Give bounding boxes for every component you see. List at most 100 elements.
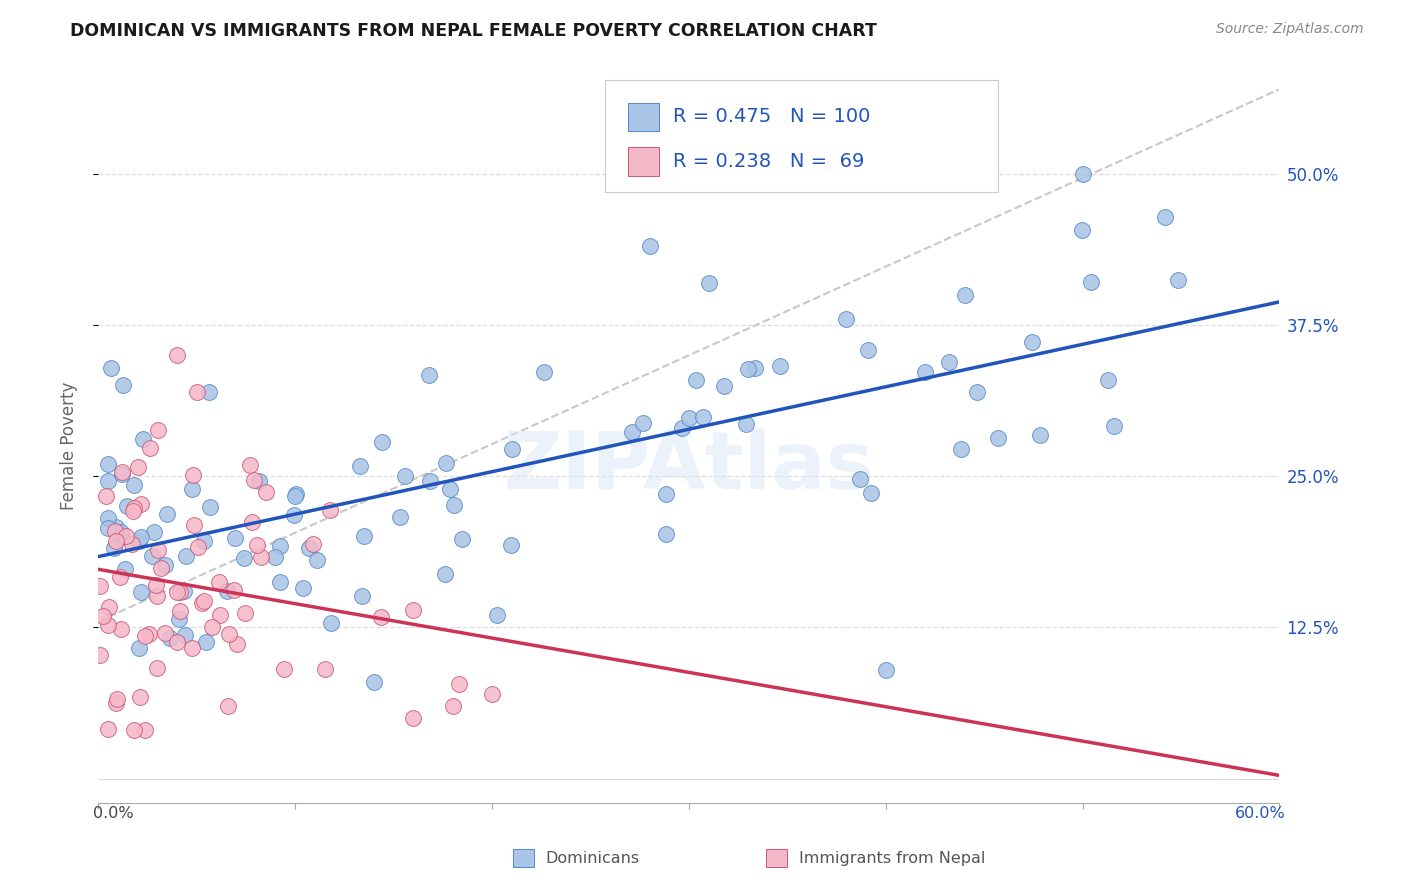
Point <box>363 674 385 689</box>
Point <box>111 530 134 544</box>
Point <box>394 468 416 483</box>
Point <box>121 537 143 551</box>
Point <box>655 486 678 500</box>
Point <box>97 521 120 535</box>
Point <box>134 723 156 738</box>
Point <box>250 549 273 564</box>
Text: Dominicans: Dominicans <box>546 851 640 865</box>
Point <box>104 533 127 548</box>
Point <box>173 584 195 599</box>
Text: R = 0.475   N = 100: R = 0.475 N = 100 <box>673 107 870 127</box>
Point <box>124 500 146 515</box>
Point <box>370 610 392 624</box>
Point <box>239 458 262 473</box>
Point <box>269 539 291 553</box>
Point <box>97 474 120 488</box>
Point <box>713 379 735 393</box>
Point <box>139 441 162 455</box>
Point <box>389 509 412 524</box>
Point <box>835 312 858 326</box>
Point <box>141 549 163 563</box>
Point <box>419 474 441 488</box>
Point <box>307 553 329 567</box>
Point <box>169 585 191 599</box>
Point <box>284 486 307 500</box>
Point <box>128 533 150 548</box>
Point <box>451 532 474 546</box>
Point <box>153 625 176 640</box>
Point <box>856 343 879 357</box>
Point <box>174 627 197 641</box>
Point <box>169 604 191 618</box>
Point <box>914 365 936 379</box>
Point <box>146 543 169 558</box>
Point <box>402 602 425 616</box>
Point <box>1153 210 1175 224</box>
Point <box>938 355 960 369</box>
Point <box>232 551 254 566</box>
Point <box>187 540 209 554</box>
Point <box>226 637 249 651</box>
Point <box>447 676 470 690</box>
Point <box>692 410 714 425</box>
Text: ZIPAtlas: ZIPAtlas <box>503 428 875 507</box>
Point <box>875 663 897 677</box>
Point <box>156 508 179 522</box>
Point <box>678 411 700 425</box>
Point <box>89 648 111 662</box>
Point <box>142 525 165 540</box>
Point <box>485 607 508 622</box>
Point <box>105 519 128 533</box>
Point <box>655 527 678 541</box>
Point <box>620 425 643 440</box>
Point <box>181 640 204 655</box>
Point <box>254 484 277 499</box>
Text: Immigrants from Nepal: Immigrants from Nepal <box>799 851 986 865</box>
Point <box>734 417 756 432</box>
Point <box>115 500 138 514</box>
Point <box>697 276 720 290</box>
Point <box>198 384 221 399</box>
Point <box>129 585 152 599</box>
Point <box>129 690 152 704</box>
Point <box>860 485 883 500</box>
Point <box>481 687 503 701</box>
Point <box>987 431 1010 445</box>
Point <box>1080 275 1102 289</box>
Point <box>436 456 458 470</box>
Point <box>769 359 792 374</box>
Point <box>103 541 125 556</box>
Point <box>208 574 231 589</box>
Point <box>247 475 270 489</box>
Point <box>146 423 169 437</box>
Point <box>441 699 464 714</box>
Point <box>371 434 394 449</box>
Point <box>166 348 188 362</box>
Point <box>1167 273 1189 287</box>
Point <box>233 606 256 620</box>
Point <box>180 482 202 496</box>
Point <box>97 457 120 471</box>
Point <box>186 384 208 399</box>
Point <box>302 537 325 551</box>
Point <box>97 722 120 736</box>
Point <box>183 518 205 533</box>
Point <box>89 579 111 593</box>
Point <box>418 368 440 383</box>
Point <box>159 632 181 646</box>
Point <box>155 558 177 572</box>
Point <box>966 385 988 400</box>
Point <box>633 416 655 430</box>
Point <box>93 609 115 624</box>
Point <box>97 510 120 524</box>
Point <box>240 515 263 529</box>
Point <box>146 589 169 603</box>
Point <box>263 550 285 565</box>
Point <box>166 585 188 599</box>
Point <box>217 699 239 714</box>
Point <box>319 503 342 517</box>
Point <box>499 538 522 552</box>
Point <box>434 567 457 582</box>
Point <box>353 529 375 543</box>
Point <box>111 467 134 482</box>
